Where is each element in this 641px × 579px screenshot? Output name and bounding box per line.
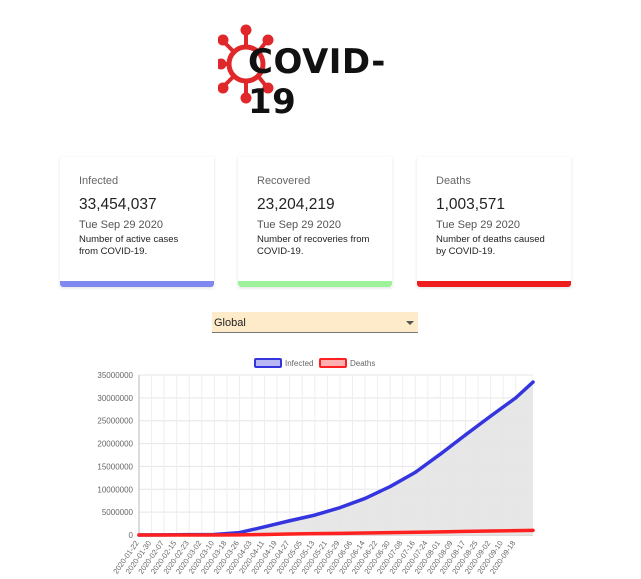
deaths-point: [137, 533, 141, 537]
deaths-point: [388, 531, 392, 535]
deaths-point: [338, 531, 342, 535]
infected-point: [463, 433, 468, 437]
deaths-point: [237, 533, 242, 537]
infected-point: [388, 484, 392, 489]
deaths-point: [187, 533, 191, 537]
deaths-point: [463, 529, 468, 534]
infected-point: [313, 513, 317, 517]
infected-point: [413, 470, 417, 474]
logo-text: COVID-19: [248, 42, 386, 122]
deaths-card: Deaths 1,003,571 Tue Sep 29 2020 Number …: [417, 157, 571, 287]
deaths-point: [531, 528, 535, 533]
card-color-bar: [238, 281, 392, 287]
card-description: Number of deaths caused by COVID-19.: [436, 234, 545, 257]
y-tick-label: 35000000: [97, 371, 133, 380]
y-tick-label: 5000000: [102, 508, 134, 517]
deaths-point: [288, 532, 292, 536]
virus-icon: [218, 24, 274, 104]
card-title: Deaths: [436, 175, 471, 187]
deaths-point: [514, 529, 518, 533]
card-count: 23,204,219: [257, 196, 335, 213]
infected-point: [338, 506, 342, 510]
legend-infected-label: Infected: [285, 359, 313, 368]
deaths-point: [313, 532, 317, 536]
card-date: Tue Sep 29 2020: [257, 219, 341, 231]
card-count: 33,454,037: [79, 196, 157, 213]
y-tick-label: 25000000: [97, 417, 133, 426]
y-tick-label: 10000000: [97, 485, 133, 494]
covid-logo: COVID-19: [218, 18, 428, 122]
country-select-value: Global: [214, 317, 246, 329]
deaths-point: [212, 533, 216, 537]
infected-card: Infected 33,454,037 Tue Sep 29 2020 Numb…: [60, 157, 214, 287]
infected-point: [514, 396, 518, 400]
country-select[interactable]: Global: [212, 312, 418, 333]
chevron-down-icon[interactable]: [406, 321, 414, 325]
card-description: Number of active cases from COVID-19.: [79, 234, 179, 257]
y-tick-label: 30000000: [97, 394, 133, 403]
infected-point: [438, 452, 442, 456]
legend-infected-swatch: [254, 358, 282, 368]
recovered-card: Recovered 23,204,219 Tue Sep 29 2020 Num…: [238, 157, 392, 287]
deaths-point: [162, 533, 166, 537]
card-count: 1,003,571: [436, 196, 505, 213]
card-description: Number of recoveries from COVID-19.: [257, 234, 370, 257]
y-tick-label: 20000000: [97, 440, 133, 449]
deaths-point: [413, 530, 417, 534]
infected-area: [139, 382, 533, 535]
infected-point: [288, 519, 292, 523]
cases-chart: 0 5000000 10000000 15000000 20000000 25000000…: [97, 358, 535, 576]
legend-deaths-label: Deaths: [350, 359, 375, 368]
card-date: Tue Sep 29 2020: [436, 219, 520, 231]
y-tick-label: 0: [129, 531, 134, 540]
infected-point: [531, 380, 535, 384]
deaths-point: [262, 532, 267, 537]
card-title: Infected: [79, 175, 119, 187]
deaths-point: [363, 531, 367, 535]
infected-point: [489, 414, 493, 418]
card-color-bar: [60, 281, 214, 287]
y-tick-label: 15000000: [97, 462, 133, 471]
deaths-point: [489, 529, 493, 533]
deaths-point: [438, 530, 442, 534]
infected-point: [262, 525, 267, 529]
legend-deaths-swatch: [319, 358, 347, 368]
card-title: Recovered: [257, 175, 311, 187]
card-date: Tue Sep 29 2020: [79, 219, 163, 231]
card-color-bar: [417, 281, 571, 287]
infected-point: [363, 496, 367, 501]
